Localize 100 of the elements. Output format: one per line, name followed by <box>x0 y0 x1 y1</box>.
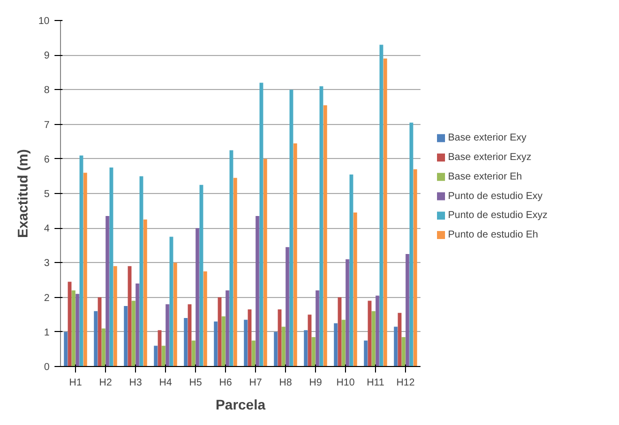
y-tick-label: 5 <box>44 189 50 200</box>
y-tick-label: 1 <box>44 327 50 338</box>
bar <box>308 314 312 366</box>
bar <box>368 300 372 366</box>
bar <box>316 290 320 366</box>
bar <box>233 178 238 366</box>
x-tick-label: H3 <box>129 378 142 388</box>
x-axis-title: Parcela <box>216 396 266 412</box>
bar <box>319 86 324 366</box>
bar <box>248 309 252 366</box>
x-tick-label: H2 <box>99 378 112 388</box>
bar <box>226 290 230 366</box>
bar <box>203 271 208 366</box>
bar <box>353 212 358 366</box>
bar <box>293 143 298 366</box>
bar <box>143 219 148 366</box>
bar <box>252 340 256 366</box>
y-tick-label: 8 <box>44 85 50 96</box>
bar <box>342 320 346 366</box>
legend-label: Punto de estudio Exy <box>448 190 543 202</box>
y-tick-label: 3 <box>44 258 50 270</box>
bar <box>94 311 98 366</box>
bar <box>263 158 268 366</box>
bar <box>346 259 350 366</box>
y-tick-label: 6 <box>44 154 50 166</box>
bar <box>132 300 136 366</box>
bar <box>109 168 114 366</box>
bar <box>376 296 380 366</box>
bar <box>188 304 192 366</box>
y-tick-label: 10 <box>38 16 50 27</box>
bar <box>413 169 418 366</box>
bar <box>364 340 368 366</box>
bar <box>173 262 178 366</box>
legend-label: Base exterior Eh <box>448 171 522 182</box>
bar <box>218 297 222 366</box>
bar <box>349 174 354 366</box>
bar <box>409 122 414 366</box>
bar <box>200 184 204 366</box>
x-tick-label: H9 <box>309 378 322 388</box>
bar <box>244 320 248 366</box>
bar <box>184 318 188 366</box>
y-axis-title: Exactitud (m) <box>14 149 30 238</box>
bar <box>98 297 102 366</box>
x-tick-label: H10 <box>336 378 356 388</box>
bar <box>83 172 88 366</box>
bar <box>394 326 398 366</box>
bar <box>72 290 76 366</box>
y-tick-label: 2 <box>44 292 50 304</box>
bar <box>128 266 132 366</box>
bar <box>106 216 110 366</box>
y-tick-label: 0 <box>44 362 50 373</box>
legend-label: Punto de estudio Eh <box>448 230 538 241</box>
x-tick-label: H12 <box>396 378 416 388</box>
bar <box>402 337 406 366</box>
bar <box>162 346 166 366</box>
bar <box>166 304 170 366</box>
bar <box>278 309 282 366</box>
bar <box>312 337 316 366</box>
bar <box>274 332 278 366</box>
bar <box>230 150 234 366</box>
bar <box>334 323 338 366</box>
bar <box>379 44 384 366</box>
bar <box>113 266 118 366</box>
x-tick-label: H6 <box>219 378 232 388</box>
bar <box>222 316 226 366</box>
bar <box>304 330 308 366</box>
bar <box>383 58 388 366</box>
y-tick-label: 4 <box>44 224 50 235</box>
bar <box>140 176 144 366</box>
bar <box>338 297 342 366</box>
bar <box>406 254 410 366</box>
bar <box>136 283 140 366</box>
bar <box>214 322 218 366</box>
x-tick-label: H8 <box>279 378 292 388</box>
bar <box>196 228 200 366</box>
x-tick-label: H1 <box>69 378 82 388</box>
bar <box>102 328 106 366</box>
bar <box>192 340 196 366</box>
bar <box>79 155 84 366</box>
x-tick-label: H11 <box>366 378 385 388</box>
bar <box>76 294 80 366</box>
bar <box>282 326 286 366</box>
bar <box>154 346 158 366</box>
bar <box>256 216 260 366</box>
bar <box>323 105 328 366</box>
bar <box>259 82 264 366</box>
bar <box>170 236 174 366</box>
legend-label: Punto de estudio Exyz <box>448 210 548 222</box>
y-tick-label: 7 <box>44 120 50 131</box>
y-tick-label: 9 <box>44 50 50 62</box>
bar <box>158 330 162 366</box>
bar <box>372 311 376 366</box>
legend-label: Base exterior Exyz <box>448 152 532 164</box>
legend-label: Base exterior Exy <box>448 132 526 144</box>
bar <box>289 90 294 366</box>
bar <box>124 306 128 366</box>
x-tick-label: H4 <box>159 378 172 388</box>
bar <box>64 332 68 366</box>
bar <box>68 282 72 366</box>
bar <box>398 312 402 366</box>
